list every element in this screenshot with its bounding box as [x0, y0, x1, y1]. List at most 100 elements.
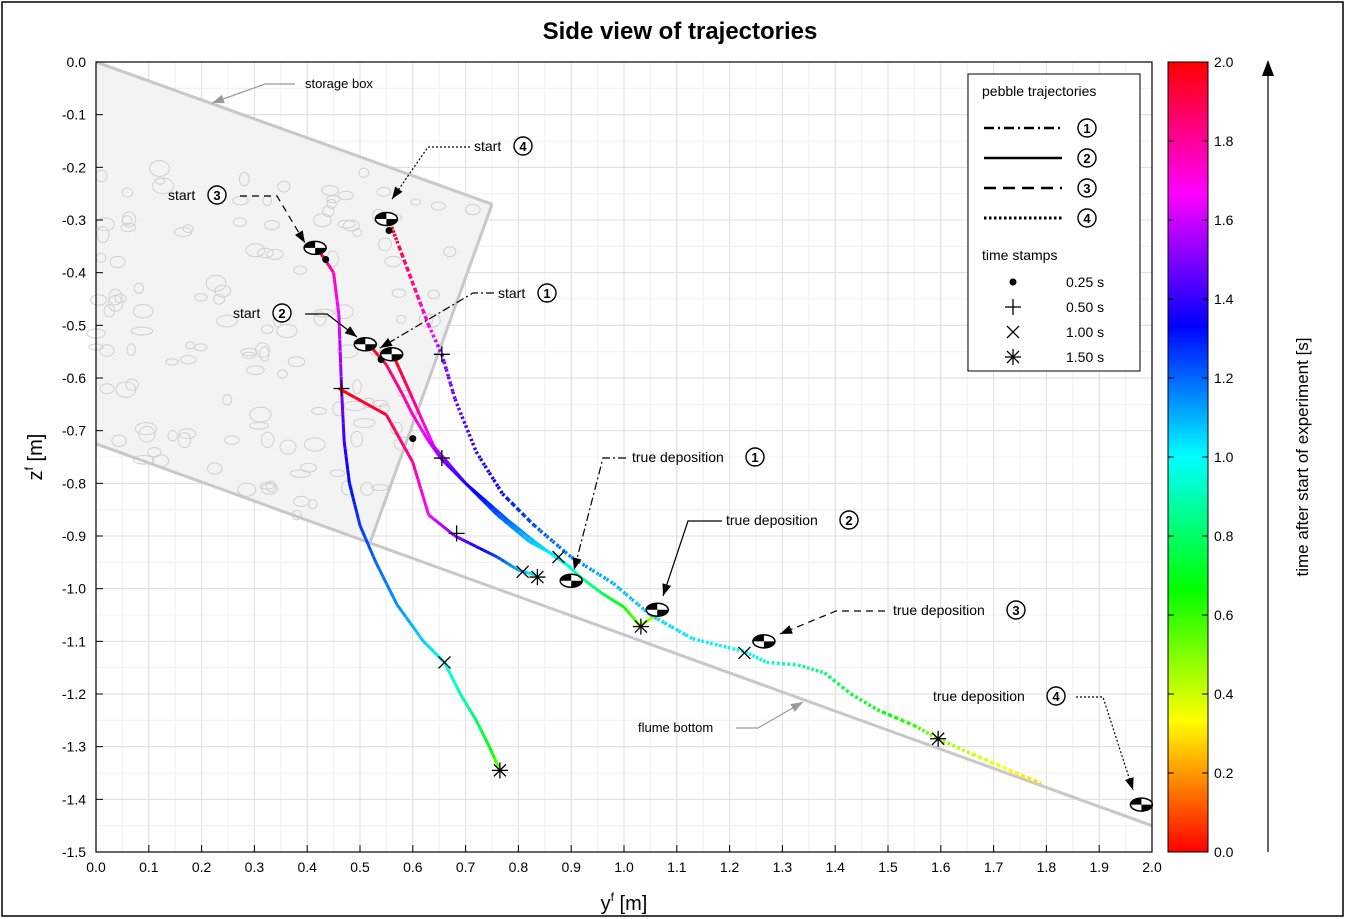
- trajectory-segment: [605, 577, 615, 585]
- colorbar-gradient: [1167, 61, 1209, 853]
- trajectory-segment: [475, 545, 481, 550]
- legend-symbol-star: [1005, 349, 1021, 365]
- circled-number-ring: [1046, 686, 1066, 706]
- trajectory-segment: [527, 518, 536, 527]
- trajectory-segment: [493, 757, 498, 764]
- trajectory-segment: [929, 732, 936, 739]
- trajectory-segment: [427, 440, 433, 446]
- trajectory-segment: [506, 519, 514, 525]
- trajectory-segment: [385, 364, 391, 371]
- start-label-2: start 2: [233, 303, 292, 323]
- pebble-marker-q2: [657, 609, 669, 617]
- pebble: [376, 186, 392, 197]
- trajectory-segment: [533, 524, 542, 533]
- trajectory-segment: [416, 479, 423, 490]
- start-arrow-4-head: [392, 186, 403, 199]
- pebble: [133, 282, 145, 294]
- trajectory-segment: [397, 247, 404, 256]
- colorbar-ticks: 0.0 0.2 0.4 0.6 0.8 1.0 1.2 1.4 1.6 1.8 2.0: [1168, 54, 1234, 860]
- trajectory-segment: [727, 645, 738, 652]
- time-stamp-cross: [516, 565, 530, 579]
- start-label-4: start 4: [474, 136, 533, 156]
- pebble: [325, 195, 341, 204]
- trajectory-segment: [440, 458, 447, 465]
- colorbar-tick-label: 1.0: [1214, 449, 1234, 465]
- pebble: [138, 425, 156, 443]
- trajectory-segment: [438, 348, 444, 356]
- trajectory-segment: [345, 462, 350, 470]
- pebble: [313, 213, 332, 228]
- pebble: [391, 288, 407, 298]
- trajectory-segment: [429, 647, 435, 653]
- x-tick-label: 0.8: [509, 859, 529, 875]
- circled-number: 2: [272, 303, 292, 323]
- trajectory-segment: [366, 543, 372, 551]
- pebble: [430, 201, 446, 211]
- trajectory-segment: [417, 634, 425, 643]
- trajectory-segment: [451, 677, 457, 685]
- pebble: [107, 294, 124, 312]
- trajectory-segment: [806, 665, 812, 671]
- pebble-marker: [752, 634, 776, 649]
- trajectory-segment: [416, 422, 423, 429]
- pebble: [149, 159, 170, 177]
- trajectory-segment: [483, 464, 491, 474]
- trajectory-segment: [867, 703, 874, 709]
- start-label-3-text: start: [168, 187, 195, 203]
- circled-number-label: 1: [543, 286, 550, 301]
- trajectory-segment: [511, 503, 520, 511]
- y-tick-label: -1.5: [62, 844, 86, 860]
- trajectory-segment: [425, 430, 432, 440]
- trajectory-segment: [404, 382, 411, 392]
- pebble: [125, 378, 139, 391]
- trajectory-segment: [618, 587, 627, 596]
- trajectory-segment: [425, 643, 432, 650]
- trajectory-segment: [1009, 768, 1018, 775]
- trajectory-segment: [547, 550, 554, 556]
- pebble-marker-q2: [315, 247, 327, 255]
- trajectory-segment: [684, 633, 694, 641]
- trajectory-segment: [991, 760, 999, 767]
- circled-number: 2: [839, 510, 859, 530]
- trajectory-segment: [424, 436, 430, 442]
- trajectory-segment: [1015, 771, 1024, 778]
- legend-symbol-plus: [1005, 299, 1021, 315]
- trajectory-segment: [755, 655, 761, 661]
- trajectory-segment: [432, 650, 439, 657]
- x-tick-label: 1.0: [614, 859, 634, 875]
- trajectory-segment: [630, 615, 636, 621]
- trajectory-segment: [692, 637, 702, 643]
- trajectory-segment: [411, 414, 417, 421]
- y-tick-label: -1.1: [62, 633, 86, 649]
- trajectory-segment: [1003, 766, 1012, 772]
- trajectory-segment: [342, 441, 347, 449]
- x-tick-label: 1.9: [1089, 859, 1109, 875]
- chart-title: Side view of trajectories: [543, 18, 818, 45]
- trajectory-segment: [537, 545, 545, 551]
- trajectory-segment: [404, 400, 409, 406]
- start-arrow-3-head: [294, 230, 305, 243]
- trajectory-segment: [598, 573, 608, 581]
- trajectory-segment: [551, 539, 561, 548]
- pebble: [246, 365, 265, 376]
- deposition-label-3-text: true deposition: [893, 602, 985, 618]
- circled-number-label: 1: [1083, 121, 1090, 136]
- x-tick-label: 1.2: [720, 859, 740, 875]
- circled-number-label: 3: [1083, 181, 1090, 196]
- trajectory-segment: [374, 561, 381, 571]
- trajectory-segment: [477, 724, 482, 730]
- pebble: [334, 304, 354, 320]
- circled-number-label: 2: [278, 306, 285, 321]
- trajectory-segment: [469, 710, 475, 717]
- trajectory-segment: [524, 533, 531, 539]
- trajectory-segment: [431, 334, 437, 341]
- circled-number-label: 3: [1012, 603, 1019, 618]
- pebble-marker: [379, 347, 404, 362]
- trajectory-segment: [418, 414, 425, 424]
- trajectory-segment: [500, 557, 506, 563]
- legend-stamp-label: 0.50 s: [1066, 299, 1104, 315]
- pebble-marker: [374, 211, 399, 227]
- trajectory-segment: [406, 403, 411, 409]
- pebble: [322, 205, 335, 218]
- trajectory-segment: [956, 745, 964, 752]
